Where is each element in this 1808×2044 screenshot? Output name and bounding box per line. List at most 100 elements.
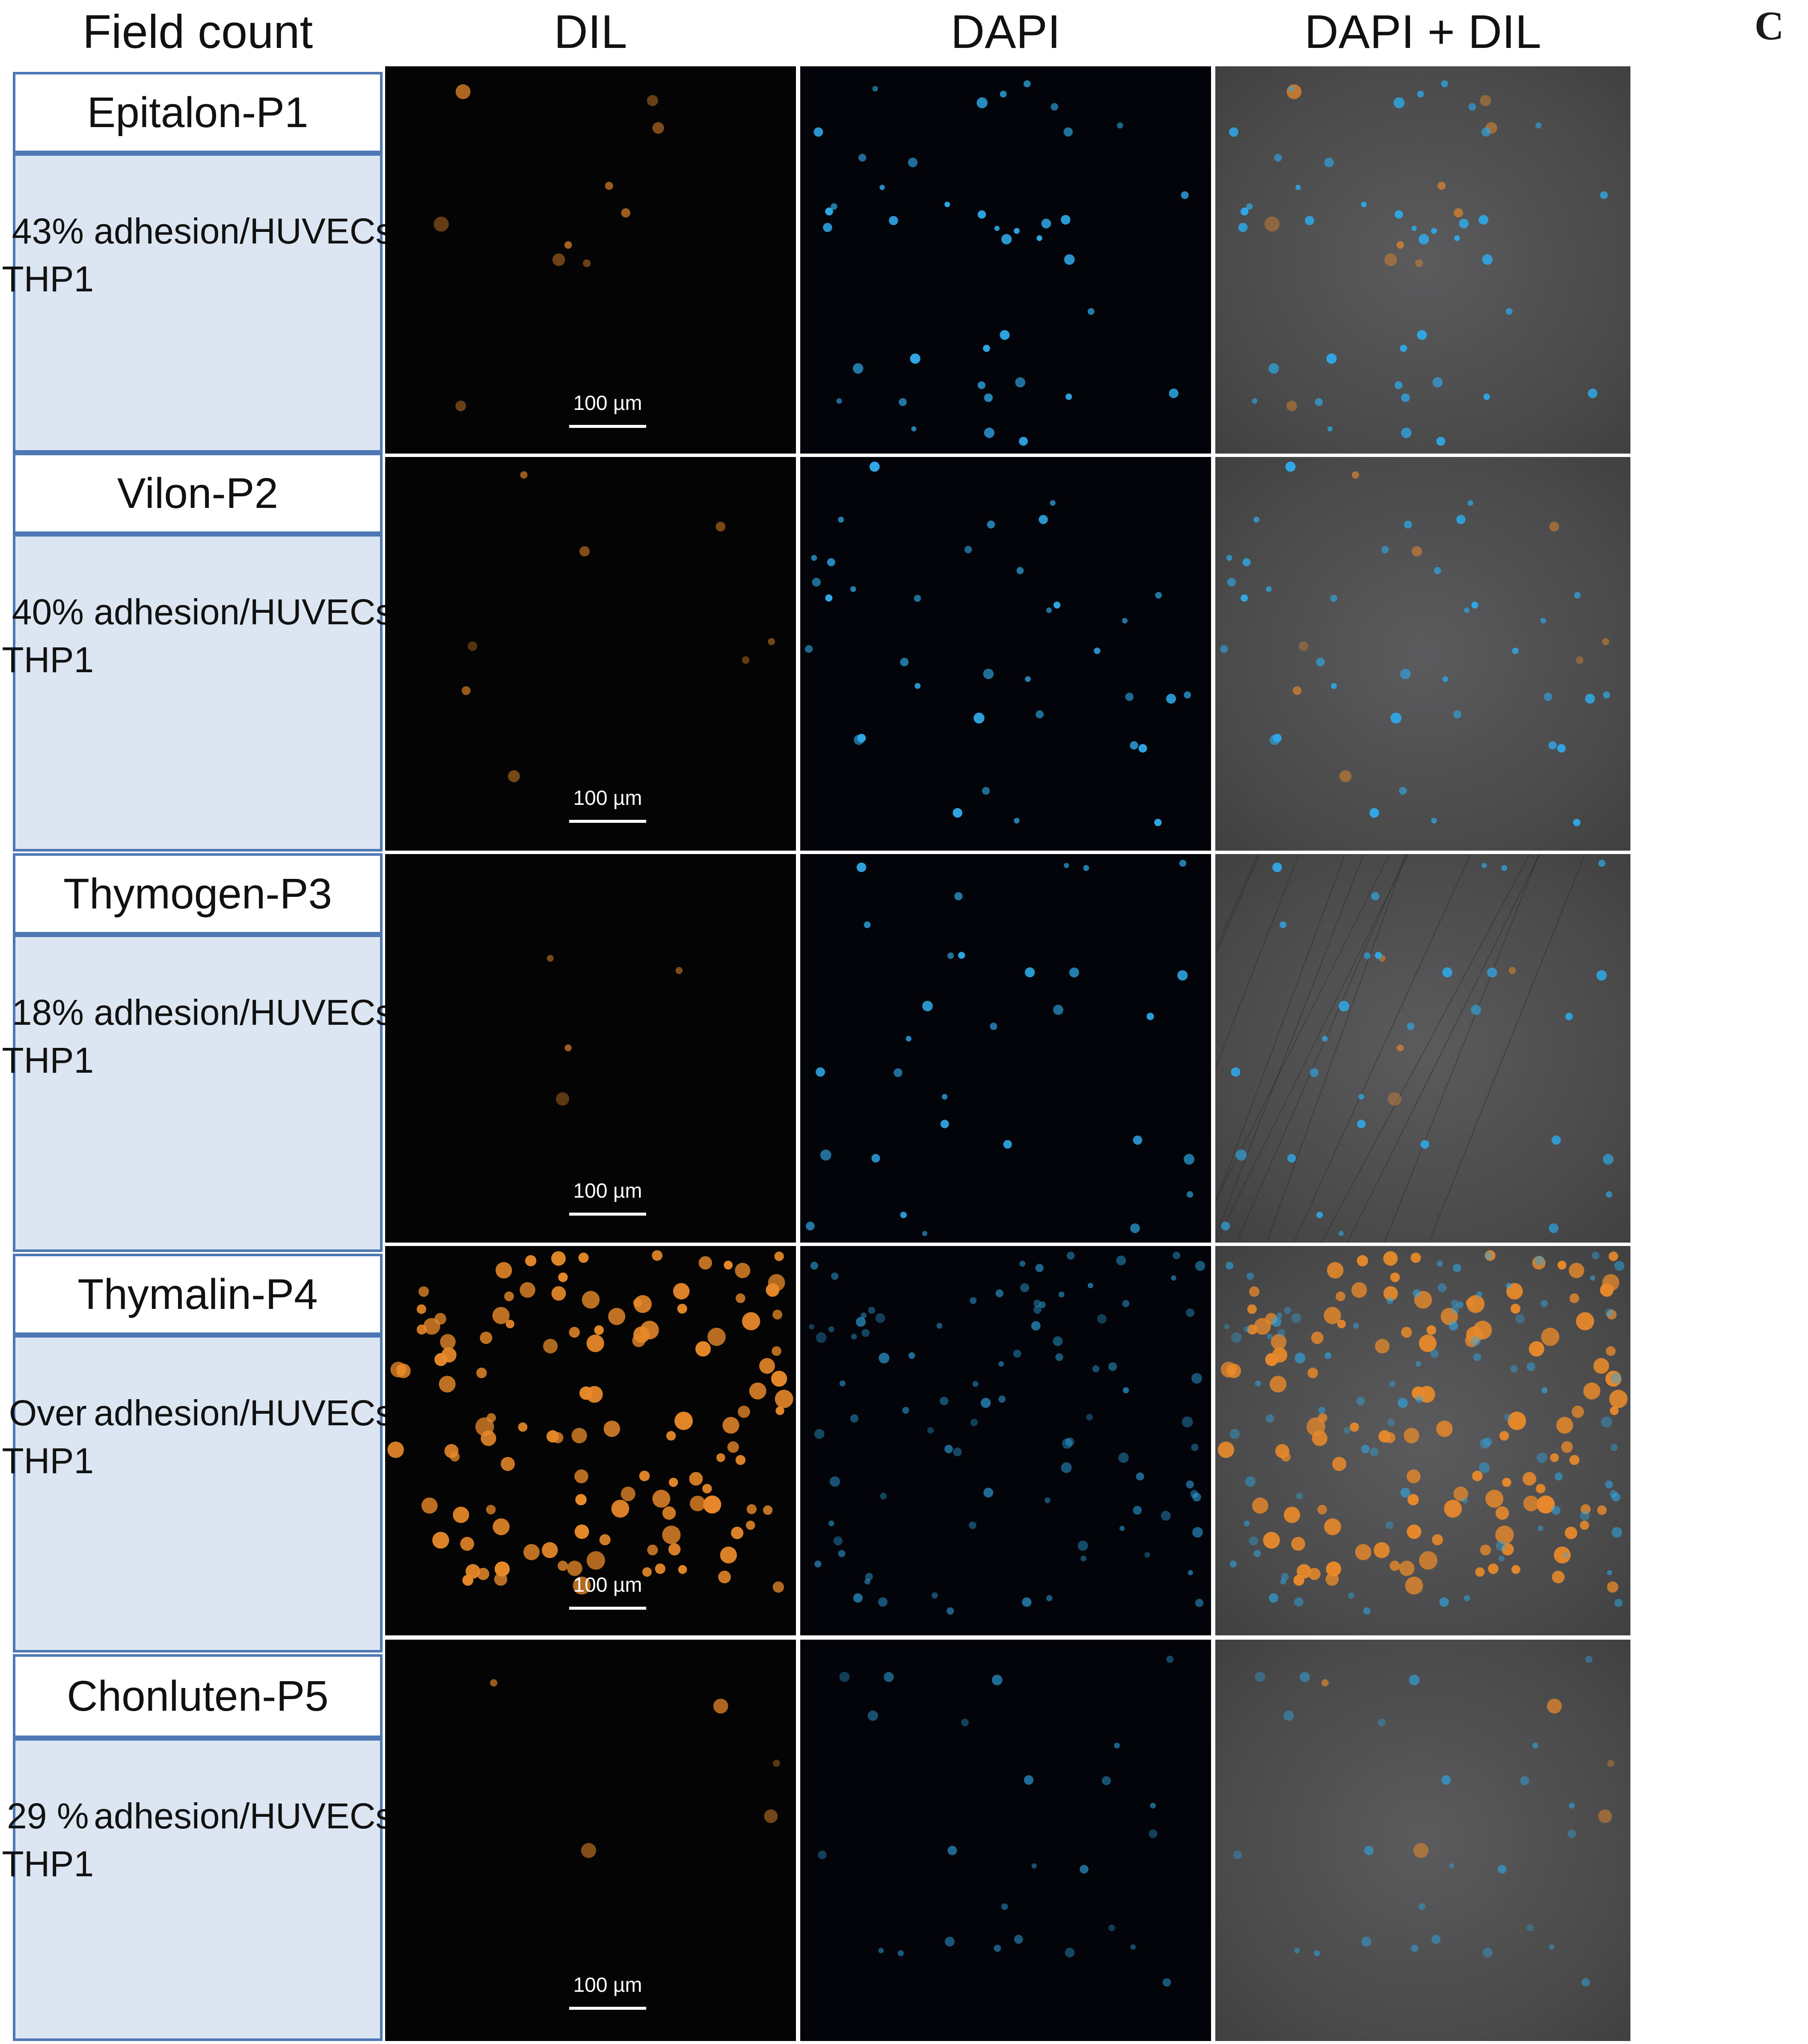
dil-stained-cell	[674, 1412, 693, 1430]
dapi-nucleus	[1014, 818, 1020, 824]
dapi-nucleus	[1062, 1438, 1073, 1449]
merged-dapi-nucleus	[1386, 1521, 1393, 1529]
dapi-nucleus	[828, 1326, 834, 1332]
merged-dil-cell	[1332, 1457, 1347, 1471]
dapi-nucleus	[983, 668, 994, 679]
merged-dapi-nucleus	[1462, 1497, 1468, 1504]
dil-stained-cell	[440, 1334, 456, 1350]
dapi-nucleus	[818, 1850, 827, 1860]
merged-dapi-nucleus	[1284, 1307, 1291, 1314]
merged-dil-cell	[1311, 1332, 1324, 1344]
merged-dapi-nucleus	[1535, 122, 1542, 129]
merged-dil-cell	[1399, 1560, 1415, 1576]
merged-dapi-nucleus	[1483, 393, 1490, 400]
dil-stained-cell	[494, 1561, 510, 1577]
merged-dapi-nucleus	[1266, 586, 1272, 592]
merged-dapi-nucleus	[1386, 1297, 1394, 1304]
dapi-nucleus	[897, 1950, 904, 1956]
merged-dapi-nucleus	[1253, 1550, 1261, 1557]
merged-dil-cell	[1307, 1368, 1318, 1378]
merged-dil-cell	[1600, 1283, 1614, 1297]
dil-stained-cell	[698, 1256, 712, 1270]
dapi-nucleus	[994, 225, 1000, 231]
dil-stained-cell	[642, 1567, 652, 1577]
merged-dapi-nucleus	[1295, 184, 1301, 190]
dapi-nucleus	[811, 555, 817, 561]
merged-dapi-nucleus	[1442, 676, 1449, 682]
merged-dapi-nucleus	[1288, 86, 1294, 92]
dapi-nucleus	[1138, 744, 1147, 753]
dil-stained-cell	[453, 1507, 469, 1523]
dapi-nucleus	[1053, 1005, 1063, 1015]
dapi-nucleus	[1060, 215, 1071, 225]
merged-dapi-nucleus	[1437, 1283, 1447, 1292]
dapi-nucleus	[1036, 235, 1042, 241]
merged-dil-cell	[1306, 1417, 1325, 1436]
dapi-nucleus	[1025, 676, 1031, 682]
dapi-nucleus	[1086, 1414, 1093, 1421]
dapi-nucleus	[1001, 1903, 1008, 1910]
dil-stained-cell	[689, 1495, 706, 1512]
merged-dapi-nucleus	[1596, 970, 1607, 981]
dapi-nucleus	[990, 1022, 998, 1030]
dapi-nucleus	[1015, 377, 1026, 388]
merged-dapi-nucleus	[1268, 363, 1279, 374]
dil-stained-cell	[579, 546, 590, 557]
merged-dil-cell	[1405, 1576, 1423, 1595]
merged-dapi-nucleus	[1555, 1472, 1563, 1481]
merged-dapi-nucleus	[1356, 1397, 1365, 1406]
dapi-nucleus	[1144, 1552, 1150, 1558]
dapi-cells-row3	[806, 860, 1195, 1236]
dapi-nucleus	[914, 595, 921, 602]
merged-dil-cell	[1502, 1477, 1511, 1487]
merged-dapi-nucleus	[1418, 234, 1429, 245]
dapi-nucleus	[814, 1429, 825, 1439]
dapi-nucleus	[1122, 1300, 1130, 1308]
dapi-nucleus	[961, 1718, 969, 1727]
merged-dapi-nucleus	[1464, 1595, 1470, 1602]
merged-dapi-nucleus	[1603, 1154, 1614, 1165]
scale-bar-row5	[569, 2007, 646, 2010]
dil-stained-cell	[742, 1312, 760, 1331]
dil-stained-cell	[387, 1442, 404, 1458]
merged-dil-cell	[1407, 1494, 1419, 1506]
merged-dapi-nucleus	[1609, 1490, 1618, 1498]
dapi-nucleus	[1031, 1863, 1037, 1869]
merge-cells-row3	[1215, 854, 1614, 1243]
merged-dapi-nucleus	[1526, 1924, 1534, 1931]
merged-dil-cell	[1419, 1551, 1438, 1570]
micrograph-dapi-row4	[800, 1246, 1211, 1635]
merged-dapi-nucleus	[1569, 1802, 1575, 1809]
merged-dil-cell	[1535, 1483, 1546, 1494]
merged-dapi-nucleus	[1220, 645, 1228, 653]
dil-stained-cell	[742, 656, 750, 664]
merged-dapi-nucleus	[1300, 1672, 1310, 1682]
merged-dapi-nucleus	[1407, 1022, 1415, 1030]
dapi-nucleus	[1016, 567, 1024, 574]
dapi-nucleus	[910, 353, 920, 364]
row-name-1: Epitalon-P1	[13, 72, 383, 153]
dapi-nucleus	[1039, 515, 1048, 524]
merged-dapi-nucleus	[1221, 1221, 1230, 1231]
dapi-nucleus	[1051, 103, 1058, 111]
dapi-nucleus	[1087, 1282, 1093, 1288]
merged-dil-cell	[1263, 1531, 1280, 1549]
dapi-nucleus	[1097, 1314, 1107, 1324]
merged-dapi-nucleus	[1526, 1362, 1535, 1371]
dapi-nucleus	[1020, 1283, 1030, 1292]
dapi-nucleus	[995, 1289, 1003, 1297]
merged-dapi-nucleus	[1318, 1406, 1326, 1414]
dapi-nucleus	[878, 1597, 888, 1607]
dapi-nucleus	[880, 1492, 887, 1500]
dapi-nucleus	[1045, 1497, 1051, 1504]
merged-dil-cell	[1569, 1293, 1579, 1303]
merged-dapi-nucleus	[1581, 1978, 1590, 1987]
merged-dapi-nucleus	[1364, 952, 1371, 959]
dapi-nucleus	[879, 1353, 890, 1364]
merged-dil-cell	[1383, 1251, 1398, 1266]
dapi-nucleus	[1182, 1416, 1193, 1428]
dapi-nucleus	[1177, 970, 1188, 981]
dil-stained-cell	[652, 1250, 663, 1261]
dil-stained-cell	[543, 1338, 558, 1354]
dapi-nucleus	[1039, 1301, 1046, 1308]
